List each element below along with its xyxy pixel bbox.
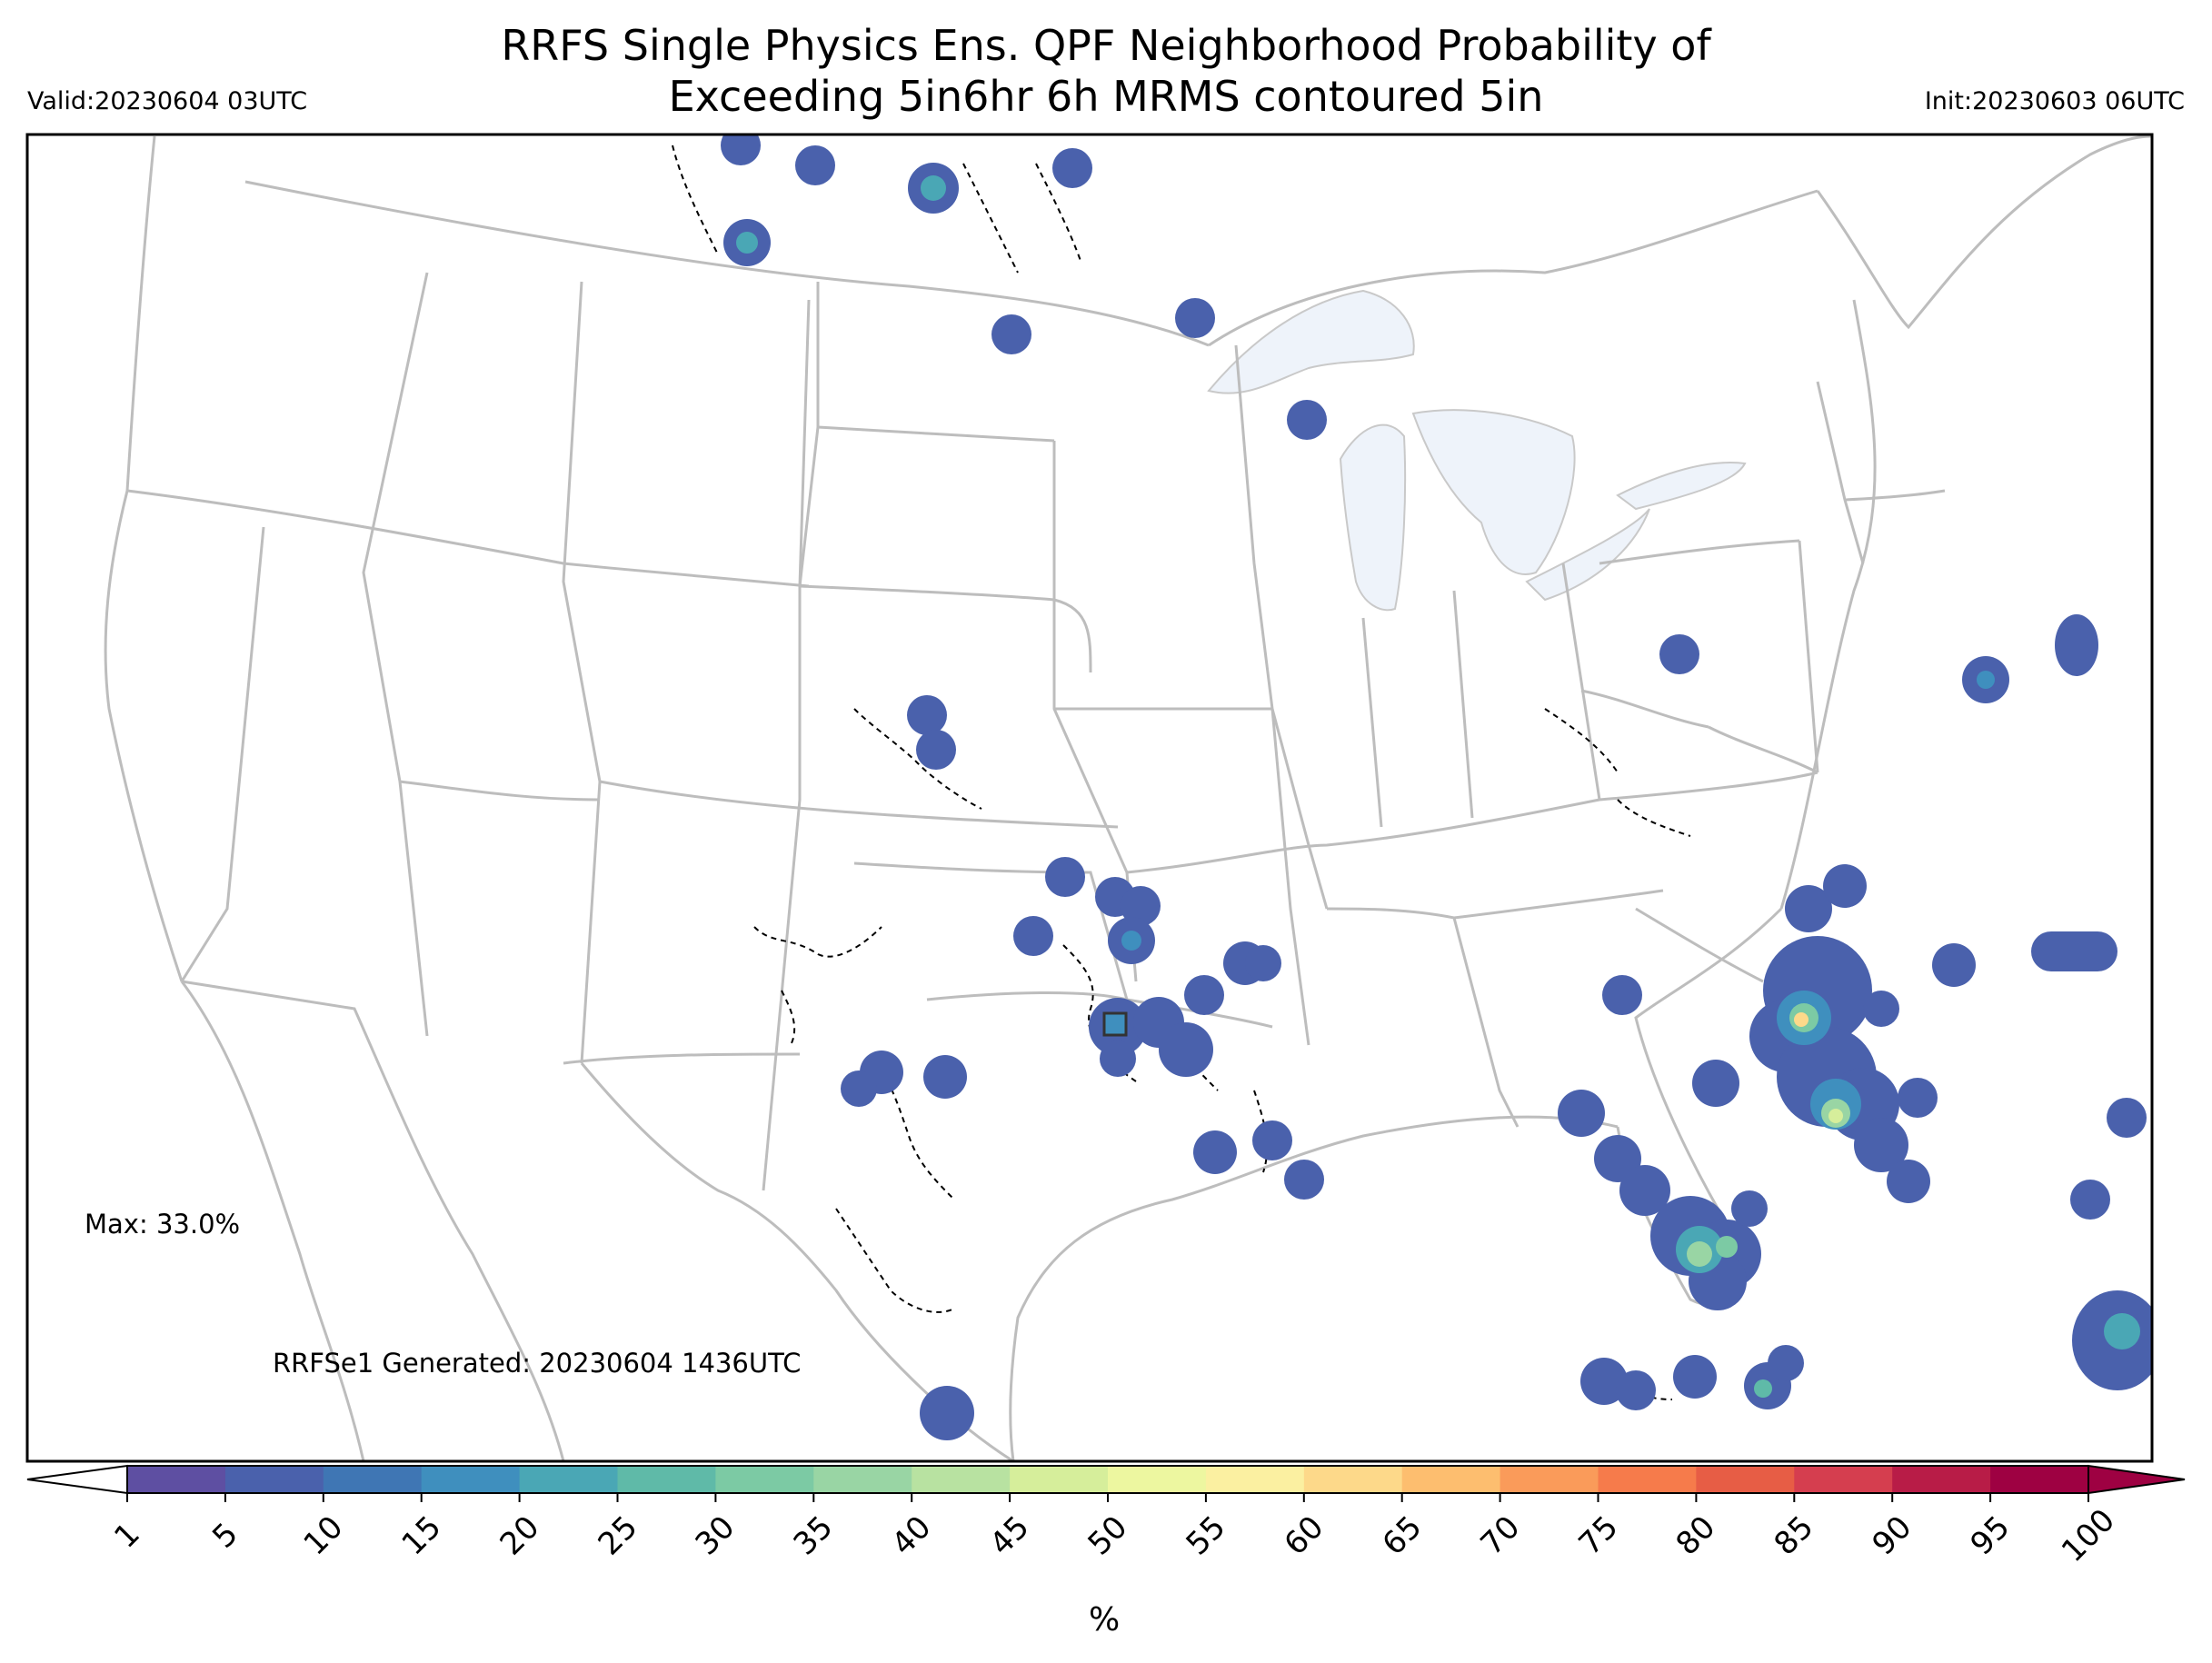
colorbar-segment: [127, 1466, 226, 1493]
colorbar-unit: %: [1089, 1601, 1121, 1638]
colorbar-segment: [617, 1466, 716, 1493]
chart-title: RRFS Single Physics Ens. QPF Neighborhoo…: [273, 20, 1939, 122]
colorbar-segment: [1892, 1466, 1991, 1493]
title-line-1: RRFS Single Physics Ens. QPF Neighborhoo…: [501, 21, 1711, 70]
colorbar-segment: [1598, 1466, 1697, 1493]
colorbar-segment: [323, 1466, 423, 1493]
max-label: Max: 33.0%: [85, 1209, 241, 1240]
title-line-2: Exceeding 5in6hr 6h MRMS contoured 5in: [668, 72, 1544, 121]
great-lakes: [1207, 289, 1747, 612]
init-time: Init:20230603 06UTC: [1924, 87, 2185, 115]
mrms-contours: [672, 144, 1700, 1400]
colorbar-segment: [421, 1466, 521, 1493]
colorbar-segment: [224, 1466, 324, 1493]
probability-blobs: [721, 134, 2152, 1440]
colorbar-segment: [1108, 1466, 1207, 1493]
generated-label: RRFSe1 Generated: 20230604 1436UTC: [273, 1348, 802, 1379]
colorbar-segment: [1990, 1466, 2089, 1493]
colorbar-under-arrow: [26, 1464, 128, 1495]
colorbar-segment: [912, 1466, 1011, 1493]
colorbar-segment: [1010, 1466, 1109, 1493]
valid-time: Valid:20230604 03UTC: [27, 87, 308, 115]
map-frame: [25, 133, 2154, 1463]
colorbar-segment: [519, 1466, 618, 1493]
colorbar-segment: [1696, 1466, 1795, 1493]
colorbar-over-arrow: [2087, 1464, 2186, 1495]
colorbar-segment: [813, 1466, 912, 1493]
colorbar-segment: [1205, 1466, 1305, 1493]
colorbar-segment: [1303, 1466, 1403, 1493]
colorbar-segment: [1401, 1466, 1501, 1493]
colorbar-segment: [1500, 1466, 1599, 1493]
colorbar-segment: [715, 1466, 814, 1493]
map-background: [27, 134, 2152, 1461]
colorbar: [26, 1464, 2186, 1502]
colorbar-segment: [1794, 1466, 1893, 1493]
